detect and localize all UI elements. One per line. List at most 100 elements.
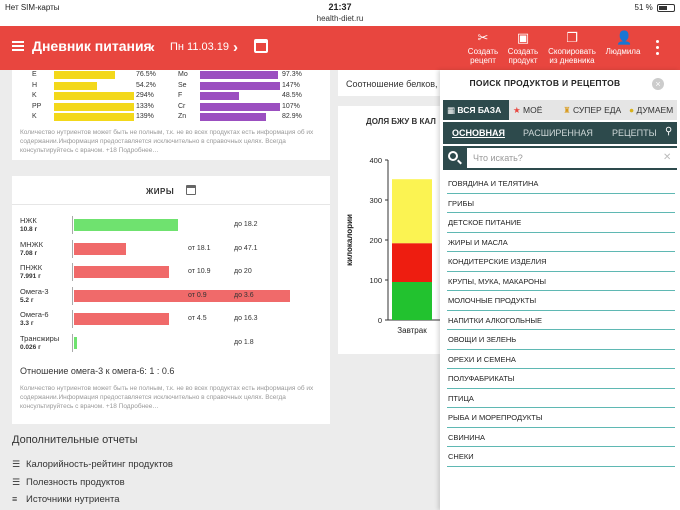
tab-basic[interactable]: ОСНОВНАЯ: [452, 128, 505, 138]
search-mode-tabs: ОСНОВНАЯ РАСШИРЕННАЯ РЕЦЕПТЫ ⚲: [443, 122, 677, 144]
prev-day-button[interactable]: ‹: [150, 39, 155, 56]
clear-icon[interactable]: ✕: [663, 152, 672, 163]
fat-max: до 16.3: [234, 315, 258, 322]
fat-name: ПНЖК: [20, 263, 43, 272]
mineral-name: K: [32, 92, 37, 99]
create-product-label2: продукт: [508, 56, 538, 65]
category-item[interactable]: ПТИЦА: [447, 389, 675, 408]
category-item[interactable]: РЫБА И МОРЕПРОДУКТЫ: [447, 408, 675, 428]
fats-card: ЖИРЫ НЖК 10.8 г до 18.2 МНЖК 7.08 г от 18.1 до…: [12, 176, 330, 424]
tab-label: ДУМАЕМ: [636, 105, 674, 115]
mineral-row: Zn 82.9%: [178, 112, 328, 122]
mineral-bar: [200, 113, 267, 121]
fat-bar-frame: [72, 239, 290, 258]
mineral-row: PP 133%: [32, 102, 182, 112]
nutrient-sources-link[interactable]: ≡ Источники нутриента: [12, 494, 120, 505]
category-item[interactable]: ЖИРЫ И МАСЛА: [447, 233, 675, 252]
category-item[interactable]: ОВОЩИ И ЗЕЛЕНЬ: [447, 330, 675, 350]
fat-value: 7.991 г: [20, 273, 41, 280]
fat-value: 10.8 г: [20, 226, 38, 233]
calendar-icon[interactable]: [254, 39, 268, 53]
tab-recipes[interactable]: РЕЦЕПТЫ: [612, 128, 657, 138]
mineral-bar: [54, 92, 134, 100]
mineral-value: 54.2%: [136, 81, 156, 89]
fat-bar: [74, 219, 178, 231]
fat-bar-frame: [72, 286, 290, 305]
search-box: ✕: [467, 148, 677, 168]
tab-thinking[interactable]: ● ДУМАЕМ: [625, 100, 677, 120]
category-item[interactable]: ПОЛУФАБРИКАТЫ: [447, 369, 675, 389]
panel-title: ПОИСК ПРОДУКТОВ И РЕЦЕПТОВ: [469, 78, 621, 88]
battery-label: 51 %: [634, 3, 653, 12]
link-label: Калорийность-рейтинг продуктов: [26, 459, 173, 470]
bju-chart: 0 100 200 300 400 килокалории Завтрак: [345, 156, 448, 335]
create-product-button[interactable]: ▣ Создать продукт: [500, 30, 546, 65]
y-tick-label: 400: [369, 156, 382, 165]
y-axis-label: килокалории: [345, 214, 354, 266]
category-item[interactable]: МОЛОЧНЫЕ ПРОДУКТЫ: [447, 291, 675, 311]
category-item[interactable]: СВИНИНА: [447, 428, 675, 447]
mineral-name: PP: [32, 102, 42, 110]
calorie-rating-link[interactable]: ☰ Калорийность-рейтинг продуктов: [12, 459, 173, 470]
tab-super-food[interactable]: ♜ СУПЕР ЕДА: [559, 100, 625, 120]
mineral-name: H: [32, 81, 38, 89]
close-icon[interactable]: ×: [652, 78, 664, 90]
mineral-value: 82.9%: [282, 113, 302, 120]
fat-min: от 10.9: [188, 268, 211, 275]
y-tick-label: 300: [369, 196, 382, 205]
fat-row: Трансжиры 0.026 г до 1.8: [12, 333, 290, 354]
copy-from-diary-button[interactable]: ❐ Скопировать из дневника: [544, 30, 600, 65]
more-menu-icon[interactable]: [656, 40, 660, 58]
next-day-button[interactable]: ›: [233, 39, 238, 56]
mineral-row: K 139%: [32, 112, 182, 122]
fat-bar-frame: [72, 310, 290, 328]
mineral-name: Cr: [178, 102, 186, 110]
category-item[interactable]: ДЕТСКОЕ ПИТАНИЕ: [447, 213, 675, 233]
tab-mine[interactable]: ★ МОЁ: [509, 100, 559, 120]
category-item[interactable]: ГОВЯДИНА И ТЕЛЯТИНА: [447, 174, 675, 194]
create-recipe-label1: Создать: [467, 47, 499, 56]
category-item[interactable]: ОРЕХИ И СЕМЕНА: [447, 350, 675, 369]
search-icon: [448, 151, 458, 161]
fat-bar-frame: [72, 263, 290, 281]
url-label: health-diet.ru: [316, 14, 364, 23]
search-input[interactable]: [467, 148, 657, 168]
fat-bar: [74, 289, 290, 302]
create-recipe-button[interactable]: ✂ Создать рецепт: [460, 30, 506, 65]
grid-icon: ▦: [447, 105, 456, 115]
calendar-icon[interactable]: [186, 185, 196, 195]
category-item[interactable]: ГРИБЫ: [447, 194, 675, 213]
mineral-row: Se 147%: [178, 81, 328, 91]
fat-bar-frame: [72, 333, 290, 352]
fat-bar: [74, 242, 126, 255]
menu-icon[interactable]: [12, 41, 24, 51]
tab-all-base[interactable]: ▦ ВСЯ БАЗА: [443, 100, 509, 120]
mineral-bar: [200, 102, 280, 111]
link-label: Полезность продуктов: [26, 477, 125, 488]
fat-name: МНЖК: [20, 239, 43, 249]
mineral-bar: [54, 113, 134, 121]
tab-advanced[interactable]: РАСШИРЕННАЯ: [523, 128, 593, 138]
fat-name: Омега-6: [20, 310, 49, 319]
mineral-row: H 54.2%: [32, 81, 182, 91]
ratio-card-title: Соотношение белков,: [346, 79, 438, 89]
category-item[interactable]: СНЕКИ: [447, 447, 675, 467]
search-row: ✕: [443, 146, 677, 170]
category-item[interactable]: НАПИТКИ АЛКОГОЛЬНЫЕ: [447, 311, 675, 330]
category-item[interactable]: КОНДИТЕРСКИЕ ИЗДЕЛИЯ: [447, 252, 675, 272]
fats-title: ЖИРЫ: [146, 187, 175, 196]
sliders-icon: ☰: [12, 459, 21, 469]
category-item[interactable]: КРУПЫ, МУКА, МАКАРОНЫ: [447, 272, 675, 291]
user-button[interactable]: 👤 Людмила: [600, 30, 646, 56]
filter-icon[interactable]: ⚲: [665, 126, 673, 137]
database-tabs: ▦ ВСЯ БАЗА ★ МОЁ ♜ СУПЕР ЕДА ● ДУМАЕМ: [443, 100, 677, 120]
bar-segment: [392, 282, 432, 320]
page-title: Дневник питания: [32, 38, 152, 54]
fat-row: НЖК 10.8 г до 18.2: [12, 216, 290, 236]
extra-reports-title: Дополнительные отчеты: [12, 434, 138, 446]
ratio-card: Соотношение белков,: [338, 70, 448, 96]
mineral-value: 147%: [282, 81, 300, 89]
usefulness-link[interactable]: ☰ Полезность продуктов: [12, 477, 125, 488]
fat-max: до 18.2: [234, 221, 258, 228]
mineral-name: K: [32, 113, 37, 120]
